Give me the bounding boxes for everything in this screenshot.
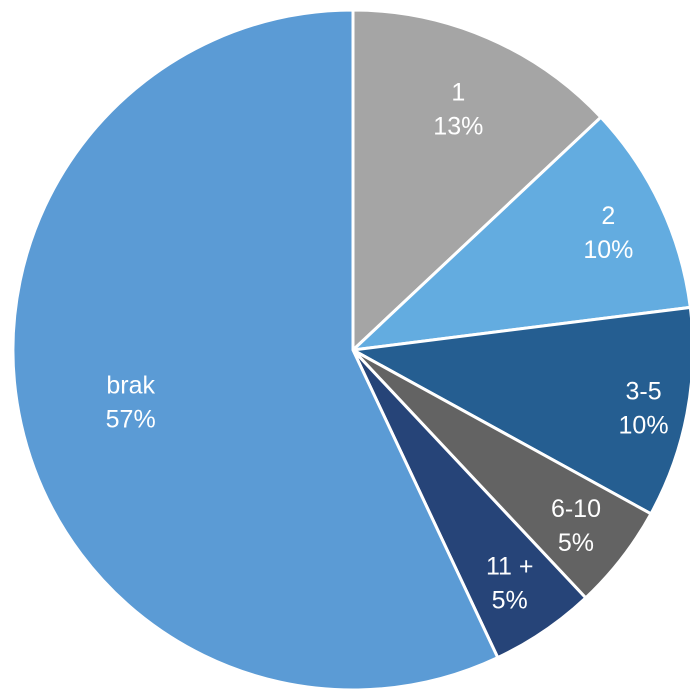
pie-slice-brak: [11, 8, 500, 692]
pie-slice-1: [351, 8, 603, 352]
slice-label-brak: brak: [106, 372, 155, 400]
slice-percent-6-10: 5%: [558, 529, 594, 557]
pie-labels: 1 13% 2 10% 3-5 10% 6-10 5% 11 + 5% brak 57%: [106, 79, 669, 615]
slice-label-1: 1: [451, 79, 465, 107]
slice-label-3-5: 3-5: [625, 377, 661, 405]
slice-label-2: 2: [601, 202, 615, 230]
slice-percent-2: 10%: [583, 236, 633, 264]
slice-label-6-10: 6-10: [551, 495, 601, 523]
slice-percent-brak: 57%: [106, 406, 156, 434]
slice-percent-3-5: 10%: [619, 411, 669, 439]
slice-percent-11: 5%: [492, 587, 528, 615]
pie-slices: [11, 8, 690, 692]
slice-label-11: 11 +: [486, 553, 534, 581]
pie-slice-2: [351, 115, 690, 352]
pie-slice-3-5: [351, 305, 690, 516]
slice-percent-1: 13%: [433, 113, 483, 141]
